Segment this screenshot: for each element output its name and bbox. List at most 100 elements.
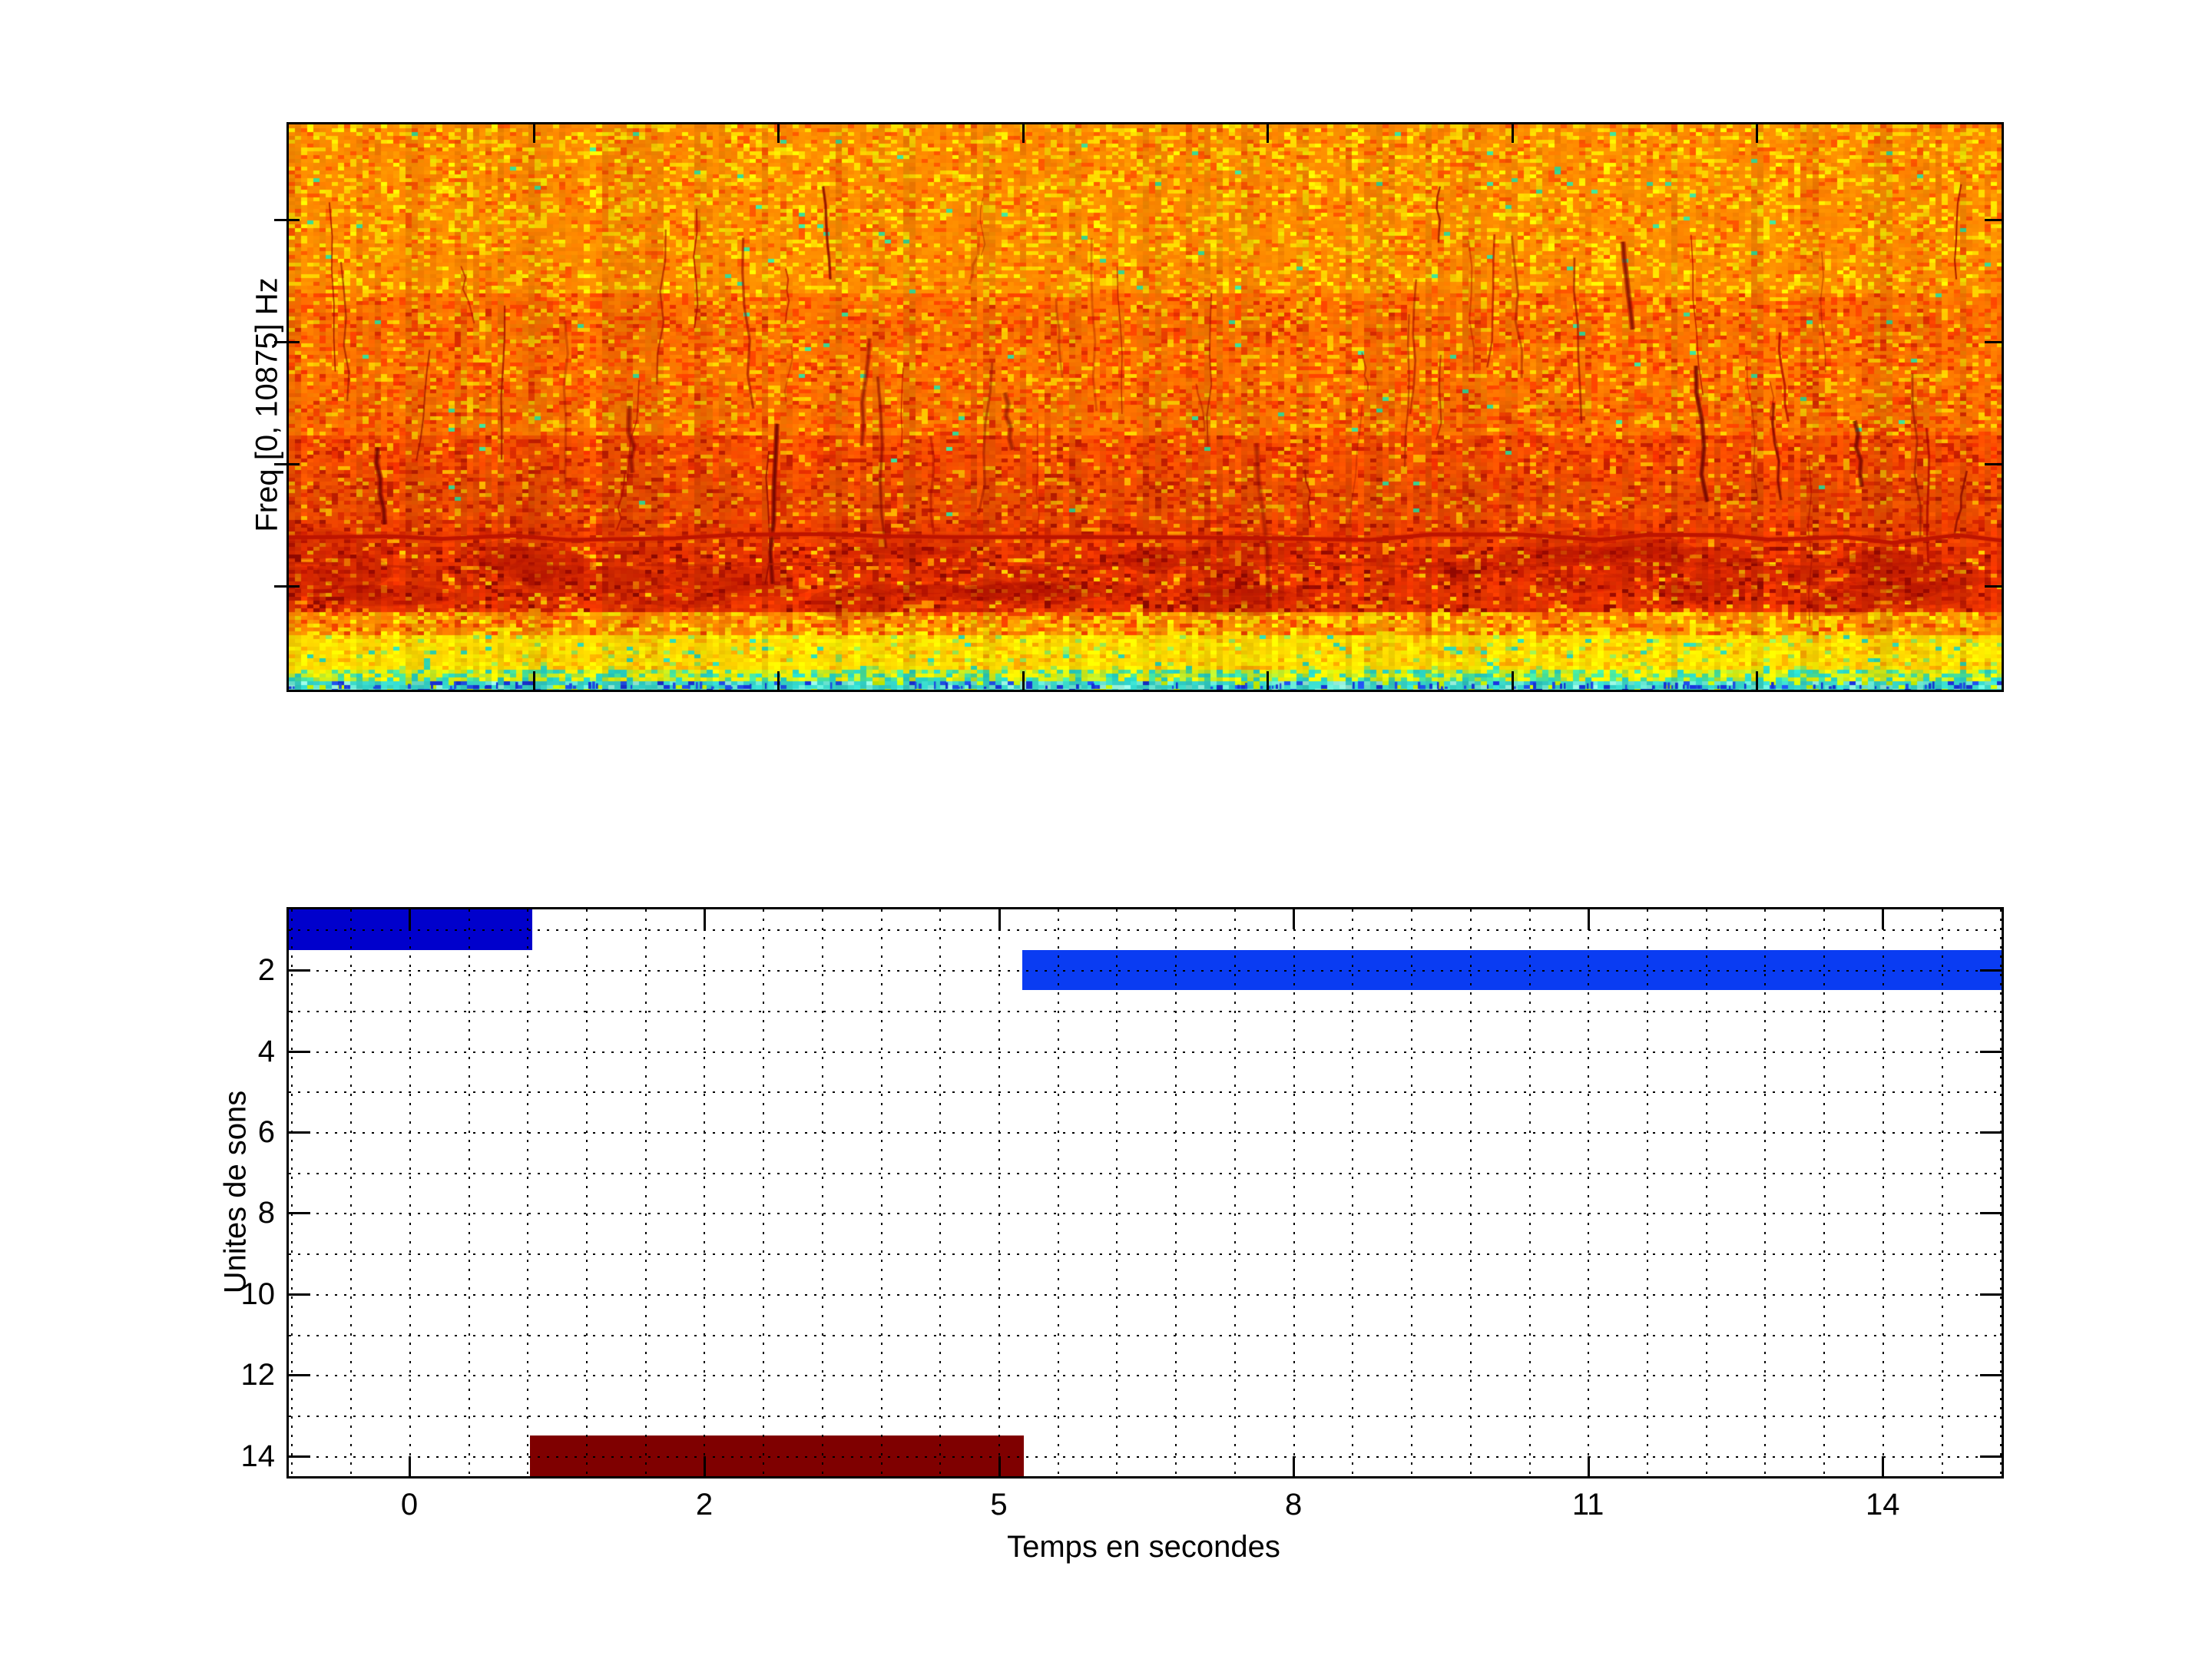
grid-line-vertical	[586, 909, 588, 1476]
gantt-x-tick	[409, 909, 411, 929]
grid-line-horizontal	[289, 1051, 2002, 1053]
gantt-x-tick	[1588, 1456, 1590, 1476]
gantt-panel	[286, 907, 2004, 1479]
spectrogram-ylabel: Freq [0, 10875] Hz	[250, 277, 284, 532]
gantt-x-tick	[1293, 909, 1295, 929]
y-tick-label: 14	[240, 1439, 276, 1473]
y-tick-label: 10	[240, 1277, 276, 1311]
spectrogram-x-tick	[1267, 124, 1269, 143]
grid-line-vertical	[469, 909, 470, 1476]
grid-line-horizontal	[289, 1173, 2002, 1174]
grid-line-vertical	[1647, 909, 1648, 1476]
grid-line-horizontal	[289, 970, 2002, 972]
spectrogram-y-tick	[274, 463, 300, 465]
gantt-x-tick	[1588, 909, 1590, 929]
grid-line-vertical	[527, 909, 528, 1476]
grid-line-vertical	[2000, 909, 2002, 1476]
grid-line-horizontal	[289, 1253, 2002, 1255]
grid-line-vertical	[1529, 909, 1531, 1476]
grid-line-horizontal	[289, 1132, 2002, 1134]
grid-line-vertical	[1058, 909, 1059, 1476]
grid-line-horizontal	[289, 1213, 2002, 1214]
gantt-y-tick	[1980, 1374, 2002, 1376]
y-tick-label: 2	[257, 953, 275, 988]
gantt-x-tick	[998, 1456, 1001, 1476]
gantt-y-tick	[1980, 1131, 2002, 1134]
spectrogram-y-tick	[1985, 219, 2002, 221]
grid-line-vertical	[1942, 909, 1943, 1476]
gantt-x-tick	[1882, 909, 1884, 929]
grid-line-vertical	[1175, 909, 1177, 1476]
y-tick-label: 12	[240, 1358, 276, 1392]
grid-line-vertical	[1234, 909, 1236, 1476]
grid-line-horizontal	[289, 1335, 2002, 1336]
gantt-y-tick	[289, 969, 310, 972]
spectrogram-panel	[274, 122, 2004, 692]
spectrogram-x-tick	[1756, 124, 1758, 143]
spectrogram-y-tick	[1985, 585, 2002, 588]
sound-unit-bar-14	[529, 1435, 1024, 1476]
grid-line-vertical	[763, 909, 764, 1476]
y-tick-label: 4	[257, 1034, 275, 1068]
grid-line-vertical	[350, 909, 352, 1476]
grid-line-vertical	[881, 909, 882, 1476]
spectrogram-x-tick	[1022, 124, 1025, 143]
spectrogram-x-tick	[1756, 671, 1758, 690]
gantt-x-tick	[998, 909, 1001, 929]
grid-line-horizontal	[289, 1416, 2002, 1417]
grid-line-horizontal	[289, 1375, 2002, 1376]
gantt-y-tick	[289, 1455, 310, 1458]
gantt-y-tick	[1980, 969, 2002, 972]
spectrogram-x-tick	[533, 671, 535, 690]
grid-line-vertical	[822, 909, 823, 1476]
gantt-y-tick	[289, 1212, 310, 1214]
grid-line-vertical	[1352, 909, 1353, 1476]
gantt-y-tick	[1980, 1212, 2002, 1214]
y-tick-label: 6	[257, 1114, 275, 1149]
spectrogram-y-tick	[274, 219, 300, 221]
grid-line-vertical	[704, 909, 705, 1476]
grid-line-vertical	[1764, 909, 1766, 1476]
grid-line-horizontal	[289, 1294, 2002, 1296]
gantt-y-tick	[1980, 1051, 2002, 1053]
grid-line-vertical	[939, 909, 941, 1476]
x-tick-label: 2	[695, 1488, 714, 1522]
grid-line-vertical	[1293, 909, 1295, 1476]
grid-line-vertical	[291, 909, 293, 1476]
grid-line-vertical	[645, 909, 647, 1476]
spectrogram-x-tick	[1022, 671, 1025, 690]
grid-line-vertical	[998, 909, 1000, 1476]
grid-line-horizontal	[289, 1456, 2002, 1458]
gantt-y-tick	[289, 1293, 310, 1296]
spectrogram-x-tick	[777, 671, 780, 690]
gantt-x-tick	[409, 1456, 411, 1476]
spectrogram-x-tick	[1512, 124, 1514, 143]
x-tick-label: 14	[1865, 1488, 1900, 1522]
y-tick-label: 8	[257, 1196, 275, 1230]
spectrogram-x-tick	[1267, 671, 1269, 690]
gantt-y-tick	[1980, 1455, 2002, 1458]
spectrogram-y-tick	[1985, 341, 2002, 343]
spectrogram-x-tick	[1512, 671, 1514, 690]
gantt-x-tick	[1293, 1456, 1295, 1476]
grid-line-vertical	[1116, 909, 1118, 1476]
spectrogram-image	[289, 124, 2002, 690]
spectrogram-y-tick	[1985, 463, 2002, 465]
grid-line-vertical	[1588, 909, 1589, 1476]
grid-line-vertical	[1411, 909, 1412, 1476]
grid-line-horizontal	[289, 1011, 2002, 1012]
x-tick-label: 5	[990, 1488, 1008, 1522]
grid-line-vertical	[1883, 909, 1884, 1476]
grid-line-vertical	[1706, 909, 1707, 1476]
grid-line-horizontal	[289, 1091, 2002, 1093]
spectrogram-y-tick	[274, 341, 300, 343]
gantt-y-tick	[289, 1374, 310, 1376]
grid-line-horizontal	[289, 929, 2002, 931]
x-tick-label: 11	[1571, 1488, 1604, 1522]
gantt-y-tick	[1980, 1293, 2002, 1296]
x-axis-label: Temps en secondes	[1007, 1530, 1280, 1564]
gantt-x-tick	[704, 909, 706, 929]
spectrogram-x-tick	[777, 124, 780, 143]
gantt-x-tick	[1882, 1456, 1884, 1476]
